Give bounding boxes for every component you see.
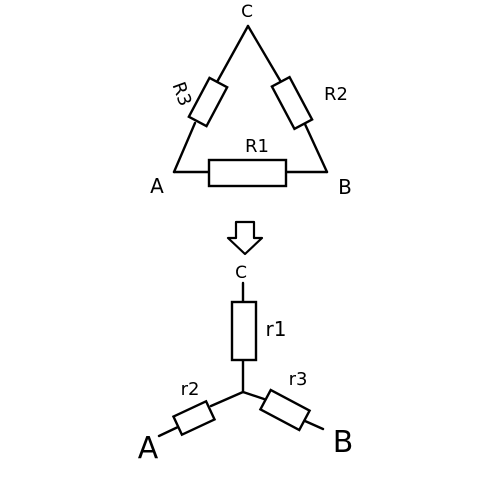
- delta-resistor-r1: [207, 158, 288, 188]
- star-resistor-r2-label: r2: [181, 379, 200, 400]
- down-arrow-icon: [226, 220, 264, 256]
- delta-node-a-label: A: [150, 174, 164, 198]
- star-wire-a-upper: [209, 390, 245, 408]
- delta-node-b-label: B: [338, 175, 352, 199]
- star-wire-b-upper: [241, 390, 266, 401]
- delta-resistor-r2-label: R2: [324, 84, 348, 105]
- delta-node-c-label: C: [241, 2, 253, 22]
- delta-wire-ac-upper: [215, 24, 250, 84]
- star-resistor-r1: [230, 300, 258, 362]
- delta-wire-cb-upper: [246, 24, 283, 84]
- delta-network: C A B R1 R2 R3: [150, 2, 352, 199]
- star-wire-b-lower: [303, 419, 325, 431]
- star-resistor-r1-label: r1: [266, 317, 287, 341]
- delta-resistor-r3: [187, 76, 229, 128]
- star-node-b-label: B: [333, 425, 354, 460]
- delta-resistor-r1-label: R1: [245, 136, 269, 157]
- star-resistor-r3: [258, 388, 312, 432]
- delta-wire-ac-lower: [172, 121, 197, 174]
- star-network: C A B r1 r2 r3: [138, 263, 354, 466]
- delta-wire-cb-lower: [302, 120, 329, 174]
- star-resistor-r3-label: r3: [289, 369, 308, 390]
- star-resistor-r2: [171, 399, 217, 437]
- star-node-c-label: C: [235, 263, 247, 283]
- delta-resistor-r2: [270, 75, 314, 131]
- delta-resistor-r3-label: R3: [168, 79, 196, 109]
- star-node-a-label: A: [138, 431, 159, 466]
- star-wire-a-lower: [157, 425, 180, 438]
